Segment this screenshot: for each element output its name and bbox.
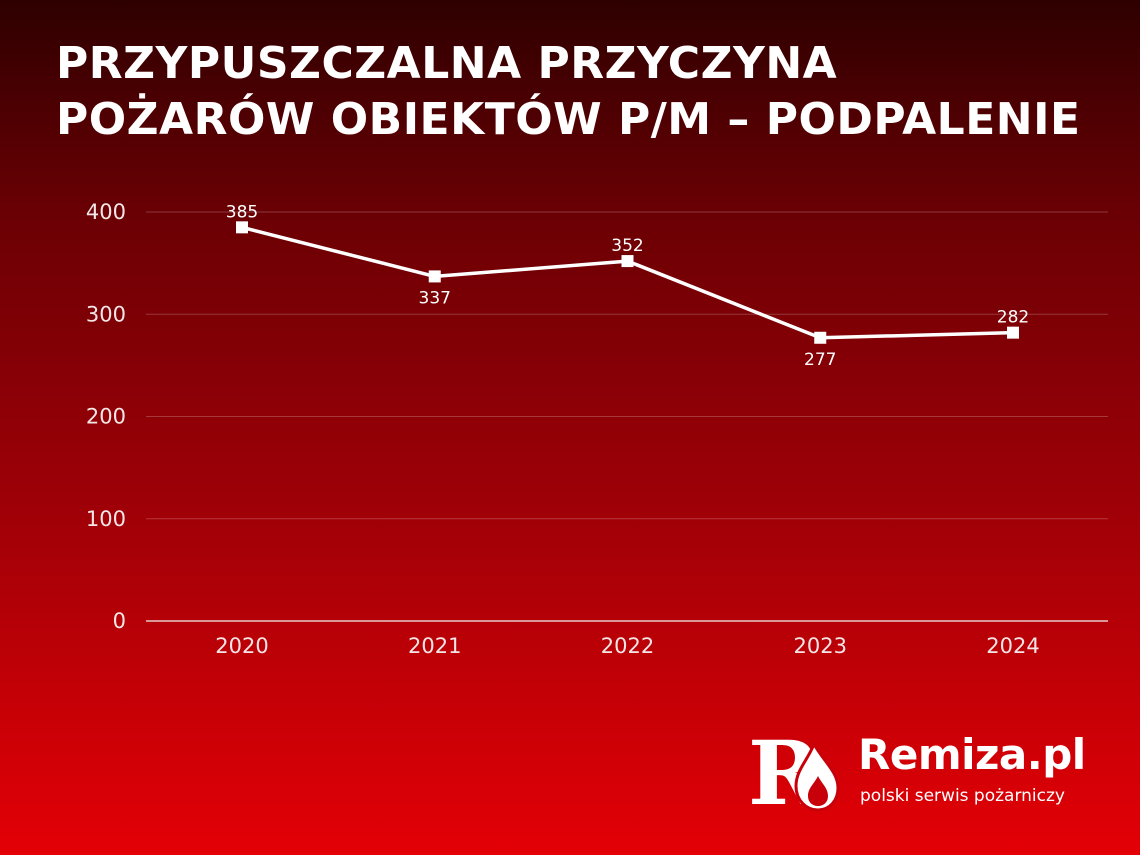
- x-tick-label: 2020: [215, 634, 268, 658]
- y-tick-label: 0: [113, 609, 126, 633]
- data-point-marker: [814, 331, 827, 344]
- y-tick-label: 100: [86, 507, 126, 531]
- data-label: 277: [804, 350, 836, 370]
- data-label: 352: [611, 236, 643, 256]
- remiza-logo[interactable]: R Remiza.pl polski serwis pożarniczy: [748, 726, 1108, 816]
- x-tick-label: 2023: [794, 634, 847, 658]
- x-tick-label: 2024: [986, 634, 1039, 658]
- remiza-logo-mark-icon: R: [748, 726, 840, 812]
- chart-title-line-2: POŻARÓW OBIEKTÓW P/M – PODPALENIE: [56, 94, 1081, 145]
- y-tick-label: 400: [86, 200, 126, 224]
- line-chart: 0 100 200 300 400 2020 2021 2022 2023 2024 385 337 3…: [86, 200, 1108, 658]
- brand-name: Remiza.pl: [858, 730, 1086, 779]
- data-label: 282: [997, 308, 1029, 328]
- data-point-marker: [428, 270, 441, 283]
- x-tick-label: 2022: [601, 634, 654, 658]
- x-tick-label: 2021: [408, 634, 461, 658]
- y-tick-label: 200: [86, 405, 126, 429]
- chart-title-line-1: PRZYPUSZCZALNA PRZYCZYNA: [56, 38, 838, 89]
- y-tick-label: 300: [86, 302, 126, 326]
- flame-inner-icon: [808, 776, 828, 806]
- brand-tagline: polski serwis pożarniczy: [860, 786, 1065, 806]
- data-point-marker: [1007, 326, 1019, 339]
- data-label: 385: [226, 202, 258, 222]
- data-point-marker: [236, 221, 248, 234]
- data-point-marker: [621, 255, 634, 268]
- chart-title: PRZYPUSZCZALNA PRZYCZYNA POŻARÓW OBIEKTÓ…: [56, 36, 1136, 148]
- data-label: 337: [419, 288, 451, 308]
